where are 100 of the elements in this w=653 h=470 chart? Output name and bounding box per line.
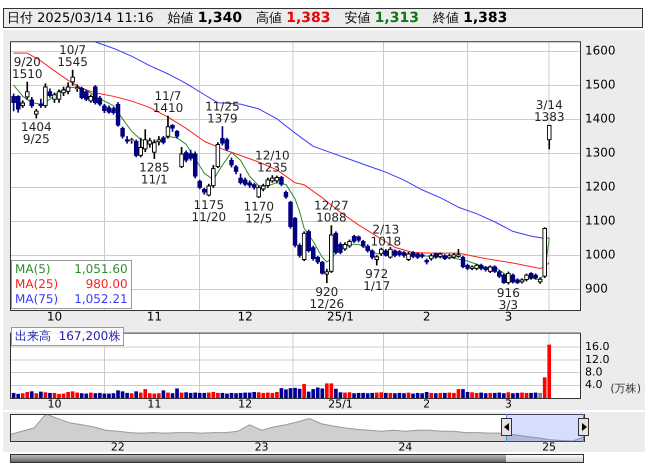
x-tick-label: 25	[542, 440, 556, 454]
x-tick-label: 23	[254, 440, 269, 454]
bar	[406, 392, 410, 398]
bar	[492, 392, 497, 398]
bar	[547, 344, 552, 398]
annotation: 11/7 1410	[152, 89, 184, 116]
text: 安値 1,313	[344, 9, 419, 27]
bar	[324, 383, 329, 398]
bar	[379, 392, 384, 398]
annotation: 1285 11/1	[139, 160, 170, 187]
bar	[198, 392, 202, 398]
x-tick-label: 11	[146, 309, 162, 324]
x-tick-label: 3	[504, 397, 512, 410]
bar	[134, 391, 138, 398]
x-tick-label: 12	[237, 309, 253, 324]
bar	[538, 392, 542, 398]
bar	[34, 393, 38, 398]
annotation: 972 1/17	[363, 267, 390, 294]
annotation: 9/20 1510	[12, 55, 43, 82]
text: 高値 1,383	[256, 9, 331, 27]
bar	[88, 392, 93, 398]
bar	[434, 393, 438, 398]
x-tick-label: 22	[110, 440, 125, 454]
bar	[30, 391, 34, 398]
text: MA(25) 980.00	[15, 277, 128, 291]
x-tick-label: 2	[423, 397, 430, 410]
bar	[84, 394, 88, 398]
bar	[506, 392, 510, 398]
x-tick-label: 25/1	[326, 309, 354, 324]
bar	[438, 392, 442, 398]
bar	[166, 392, 170, 398]
annotation: 10/7 1545	[57, 43, 88, 70]
annotation: 1170 12/5	[243, 200, 274, 226]
bar	[311, 389, 316, 398]
y-tick-label: 4.0	[585, 378, 602, 392]
y-tick-label: 1400	[585, 112, 616, 126]
bar	[148, 393, 152, 398]
bar	[429, 392, 434, 398]
bar	[20, 393, 25, 398]
chart-title: 出来高 167,200株	[11, 327, 124, 346]
bar	[162, 390, 166, 398]
x-tick-label: 10	[47, 397, 62, 410]
annotation: 11/25 1379	[205, 100, 240, 126]
bar	[16, 394, 20, 398]
y-tick-label: 1000	[585, 248, 616, 262]
bar	[388, 392, 392, 398]
bar	[302, 384, 306, 398]
annotation: 1175 11/20	[192, 198, 226, 224]
bar	[48, 392, 52, 398]
y-tick-label: 1100	[585, 214, 616, 228]
bar	[252, 392, 256, 398]
bar	[320, 388, 324, 398]
bar	[448, 392, 452, 398]
x-tick-label: 24	[398, 440, 412, 454]
annotation: 1404 9/25	[21, 120, 52, 146]
bar	[424, 392, 429, 398]
annotation: 3/14 1383	[534, 98, 564, 124]
bar	[39, 392, 43, 398]
y-tick-label: 8.0	[585, 365, 602, 378]
bar	[193, 392, 198, 398]
bar	[180, 392, 184, 398]
bar	[370, 392, 374, 398]
bar	[488, 392, 492, 398]
bar	[94, 393, 98, 398]
y-tick-label: 900	[585, 282, 608, 296]
text: MA(5) 1,051.60	[15, 262, 128, 276]
bar	[80, 393, 84, 398]
y-tick-label: 16.0	[585, 340, 610, 354]
bar	[130, 393, 134, 398]
bar	[25, 392, 30, 398]
x-tick-label: 2	[422, 309, 430, 324]
bar	[206, 392, 211, 398]
bar	[316, 388, 320, 398]
bar	[44, 392, 48, 398]
bar	[443, 392, 447, 398]
x-tick-label: 10	[46, 309, 62, 324]
x-tick-label: 25/1	[328, 397, 353, 410]
bar	[143, 389, 148, 398]
y-tick-label: 1300	[585, 146, 616, 160]
y-axis-title: (万株)	[610, 381, 641, 396]
y-tick-label: 1500	[585, 78, 616, 92]
y-tick-label: 1200	[585, 180, 616, 194]
chart-title: 日付 2025/03/14 11:16	[7, 10, 154, 27]
bar	[374, 392, 379, 398]
bar	[202, 392, 206, 398]
y-tick-label: 12.0	[585, 352, 610, 366]
bar	[256, 392, 261, 398]
bar	[75, 392, 80, 398]
x-tick-label: 12	[238, 397, 252, 410]
bar	[266, 392, 270, 398]
bar	[384, 392, 388, 398]
x-tick-label: 11	[147, 397, 162, 410]
bar	[261, 392, 266, 398]
bar	[484, 393, 488, 398]
annotation: 920 12/26	[310, 284, 344, 311]
text: 終値 1,383	[432, 9, 508, 27]
bar	[497, 392, 502, 398]
bar	[138, 392, 143, 398]
y-tick-label: 1600	[585, 44, 616, 58]
text: 始値 1,340	[168, 9, 242, 27]
